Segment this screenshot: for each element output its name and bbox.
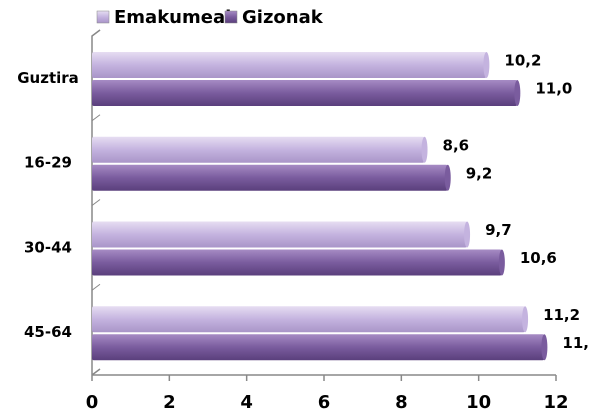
bar-cap (522, 306, 529, 333)
x-tick-label: 2 (163, 392, 176, 413)
value-label: 8,6 (443, 136, 470, 154)
value-label: 11,2 (543, 306, 580, 324)
bar-cap (514, 80, 521, 106)
x-tick-label: 8 (395, 392, 408, 413)
bar-cap (464, 221, 471, 248)
x-tick-label: 6 (318, 392, 331, 413)
x-tick-label: 10 (466, 392, 491, 413)
band-divider (91, 114, 101, 122)
value-label: 10,2 (504, 52, 541, 70)
bar (92, 136, 425, 163)
value-label: 11,7 (562, 334, 590, 352)
bar-cap (421, 136, 428, 163)
legend-swatch (96, 10, 110, 24)
bar-cap (444, 164, 451, 191)
bar-cap (483, 52, 490, 78)
bar (92, 249, 502, 276)
legend-label: Gizonak (242, 7, 324, 28)
bar (92, 306, 526, 333)
bar (92, 221, 468, 248)
bar (92, 80, 518, 106)
y-tick-label: 30-44 (24, 238, 72, 256)
band-divider (91, 199, 101, 206)
legend-label: Emakumeak (114, 7, 238, 28)
band-divider (91, 283, 101, 291)
value-label: 11,0 (535, 80, 572, 98)
x-tick-label: 0 (86, 392, 99, 413)
band-divider (91, 29, 101, 37)
y-tick-label: 16-29 (24, 154, 72, 172)
y-tick-label: Guztira (17, 69, 79, 87)
value-label: 10,6 (520, 249, 557, 267)
bar (92, 52, 487, 78)
bar (92, 334, 545, 361)
bar-cap (541, 334, 548, 361)
y-tick-label: 45-64 (24, 323, 72, 341)
legend-swatch (224, 10, 238, 24)
bar-cap (498, 249, 505, 276)
x-tick-label: 12 (543, 392, 568, 413)
value-label: 9,7 (485, 221, 512, 239)
bar (92, 164, 448, 191)
x-tick-label: 4 (240, 392, 253, 413)
value-label: 9,2 (466, 164, 493, 182)
